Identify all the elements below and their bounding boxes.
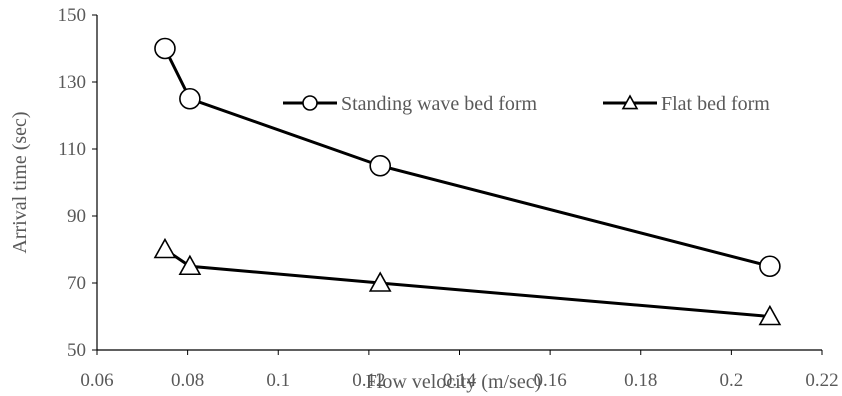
axes: 0.06 0.08 0.1 0.12 0.14 0.16 0.18 0.2 0.22 50 70 90… (58, 5, 839, 391)
x-tick-label: 0.18 (624, 370, 657, 391)
series-line (164, 248, 771, 318)
legend: Standing wave bed form Flat bed form (283, 93, 770, 115)
series-layer (153, 37, 782, 326)
x-tick-label: 0.22 (805, 370, 838, 391)
y-tick-label: 130 (58, 72, 87, 93)
legend-marker (621, 94, 639, 110)
x-axis-title: Flow velocity (m/sec) (366, 371, 542, 393)
legend-label: Flat bed form (661, 93, 770, 115)
series-2 (153, 237, 782, 326)
y-axis-title: Arrival time (sec) (9, 111, 31, 253)
series-line (163, 47, 771, 268)
x-tick-label: 0.12 (352, 370, 385, 391)
data-point (759, 255, 781, 278)
x-tick-label: 0.2 (720, 370, 744, 391)
legend-label: Standing wave bed form (341, 93, 538, 115)
y-tick-label: 150 (58, 5, 87, 26)
data-point (153, 237, 177, 259)
legend-marker (302, 95, 318, 111)
series-1 (154, 37, 781, 278)
data-point (369, 154, 392, 177)
legend-item-2: Flat bed form (603, 93, 770, 115)
y-tick-label: 70 (67, 273, 86, 294)
y-tick-label: 110 (58, 139, 86, 160)
data-point (178, 254, 202, 276)
y-tick-label: 90 (67, 206, 86, 227)
data-point (758, 304, 782, 326)
data-point (154, 37, 176, 60)
x-tick-label: 0.1 (266, 370, 290, 391)
legend-item-1: Standing wave bed form (283, 93, 538, 115)
data-point (368, 271, 392, 292)
x-tick-label: 0.14 (443, 370, 477, 391)
x-tick-label: 0.08 (171, 370, 204, 391)
x-tick-label: 0.06 (80, 370, 113, 391)
x-tick-label: 0.16 (534, 370, 567, 391)
data-point (179, 87, 201, 110)
y-tick-label: 50 (67, 340, 86, 361)
